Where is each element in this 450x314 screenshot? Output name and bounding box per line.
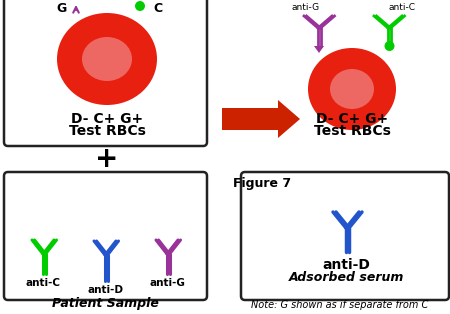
Text: anti-D: anti-D bbox=[322, 258, 370, 272]
FancyBboxPatch shape bbox=[4, 172, 207, 300]
Ellipse shape bbox=[57, 13, 157, 105]
Text: D- C+ G+: D- C+ G+ bbox=[71, 112, 143, 126]
Circle shape bbox=[135, 1, 145, 11]
Ellipse shape bbox=[330, 69, 374, 109]
Text: anti-G: anti-G bbox=[149, 278, 185, 288]
Text: Note: G shown as if separate from C: Note: G shown as if separate from C bbox=[252, 300, 428, 310]
FancyBboxPatch shape bbox=[4, 0, 207, 146]
Polygon shape bbox=[314, 46, 324, 53]
Text: anti-G: anti-G bbox=[292, 3, 320, 12]
FancyArrow shape bbox=[222, 100, 300, 138]
Text: anti-D: anti-D bbox=[87, 285, 123, 295]
Text: Test RBCs: Test RBCs bbox=[68, 124, 145, 138]
Text: C: C bbox=[153, 2, 162, 14]
Text: Test RBCs: Test RBCs bbox=[314, 124, 391, 138]
Text: Adsorbed serum: Adsorbed serum bbox=[288, 271, 404, 284]
Text: Patient Sample: Patient Sample bbox=[52, 297, 158, 311]
Ellipse shape bbox=[308, 48, 396, 130]
Text: anti-C: anti-C bbox=[26, 278, 60, 288]
Text: D- C+ G+: D- C+ G+ bbox=[316, 112, 388, 126]
Text: +: + bbox=[95, 145, 119, 173]
Ellipse shape bbox=[82, 37, 132, 81]
FancyBboxPatch shape bbox=[241, 172, 449, 300]
Text: G: G bbox=[57, 2, 67, 14]
Text: anti-C: anti-C bbox=[388, 3, 415, 12]
Text: Figure 7: Figure 7 bbox=[233, 177, 291, 191]
Circle shape bbox=[384, 41, 395, 51]
